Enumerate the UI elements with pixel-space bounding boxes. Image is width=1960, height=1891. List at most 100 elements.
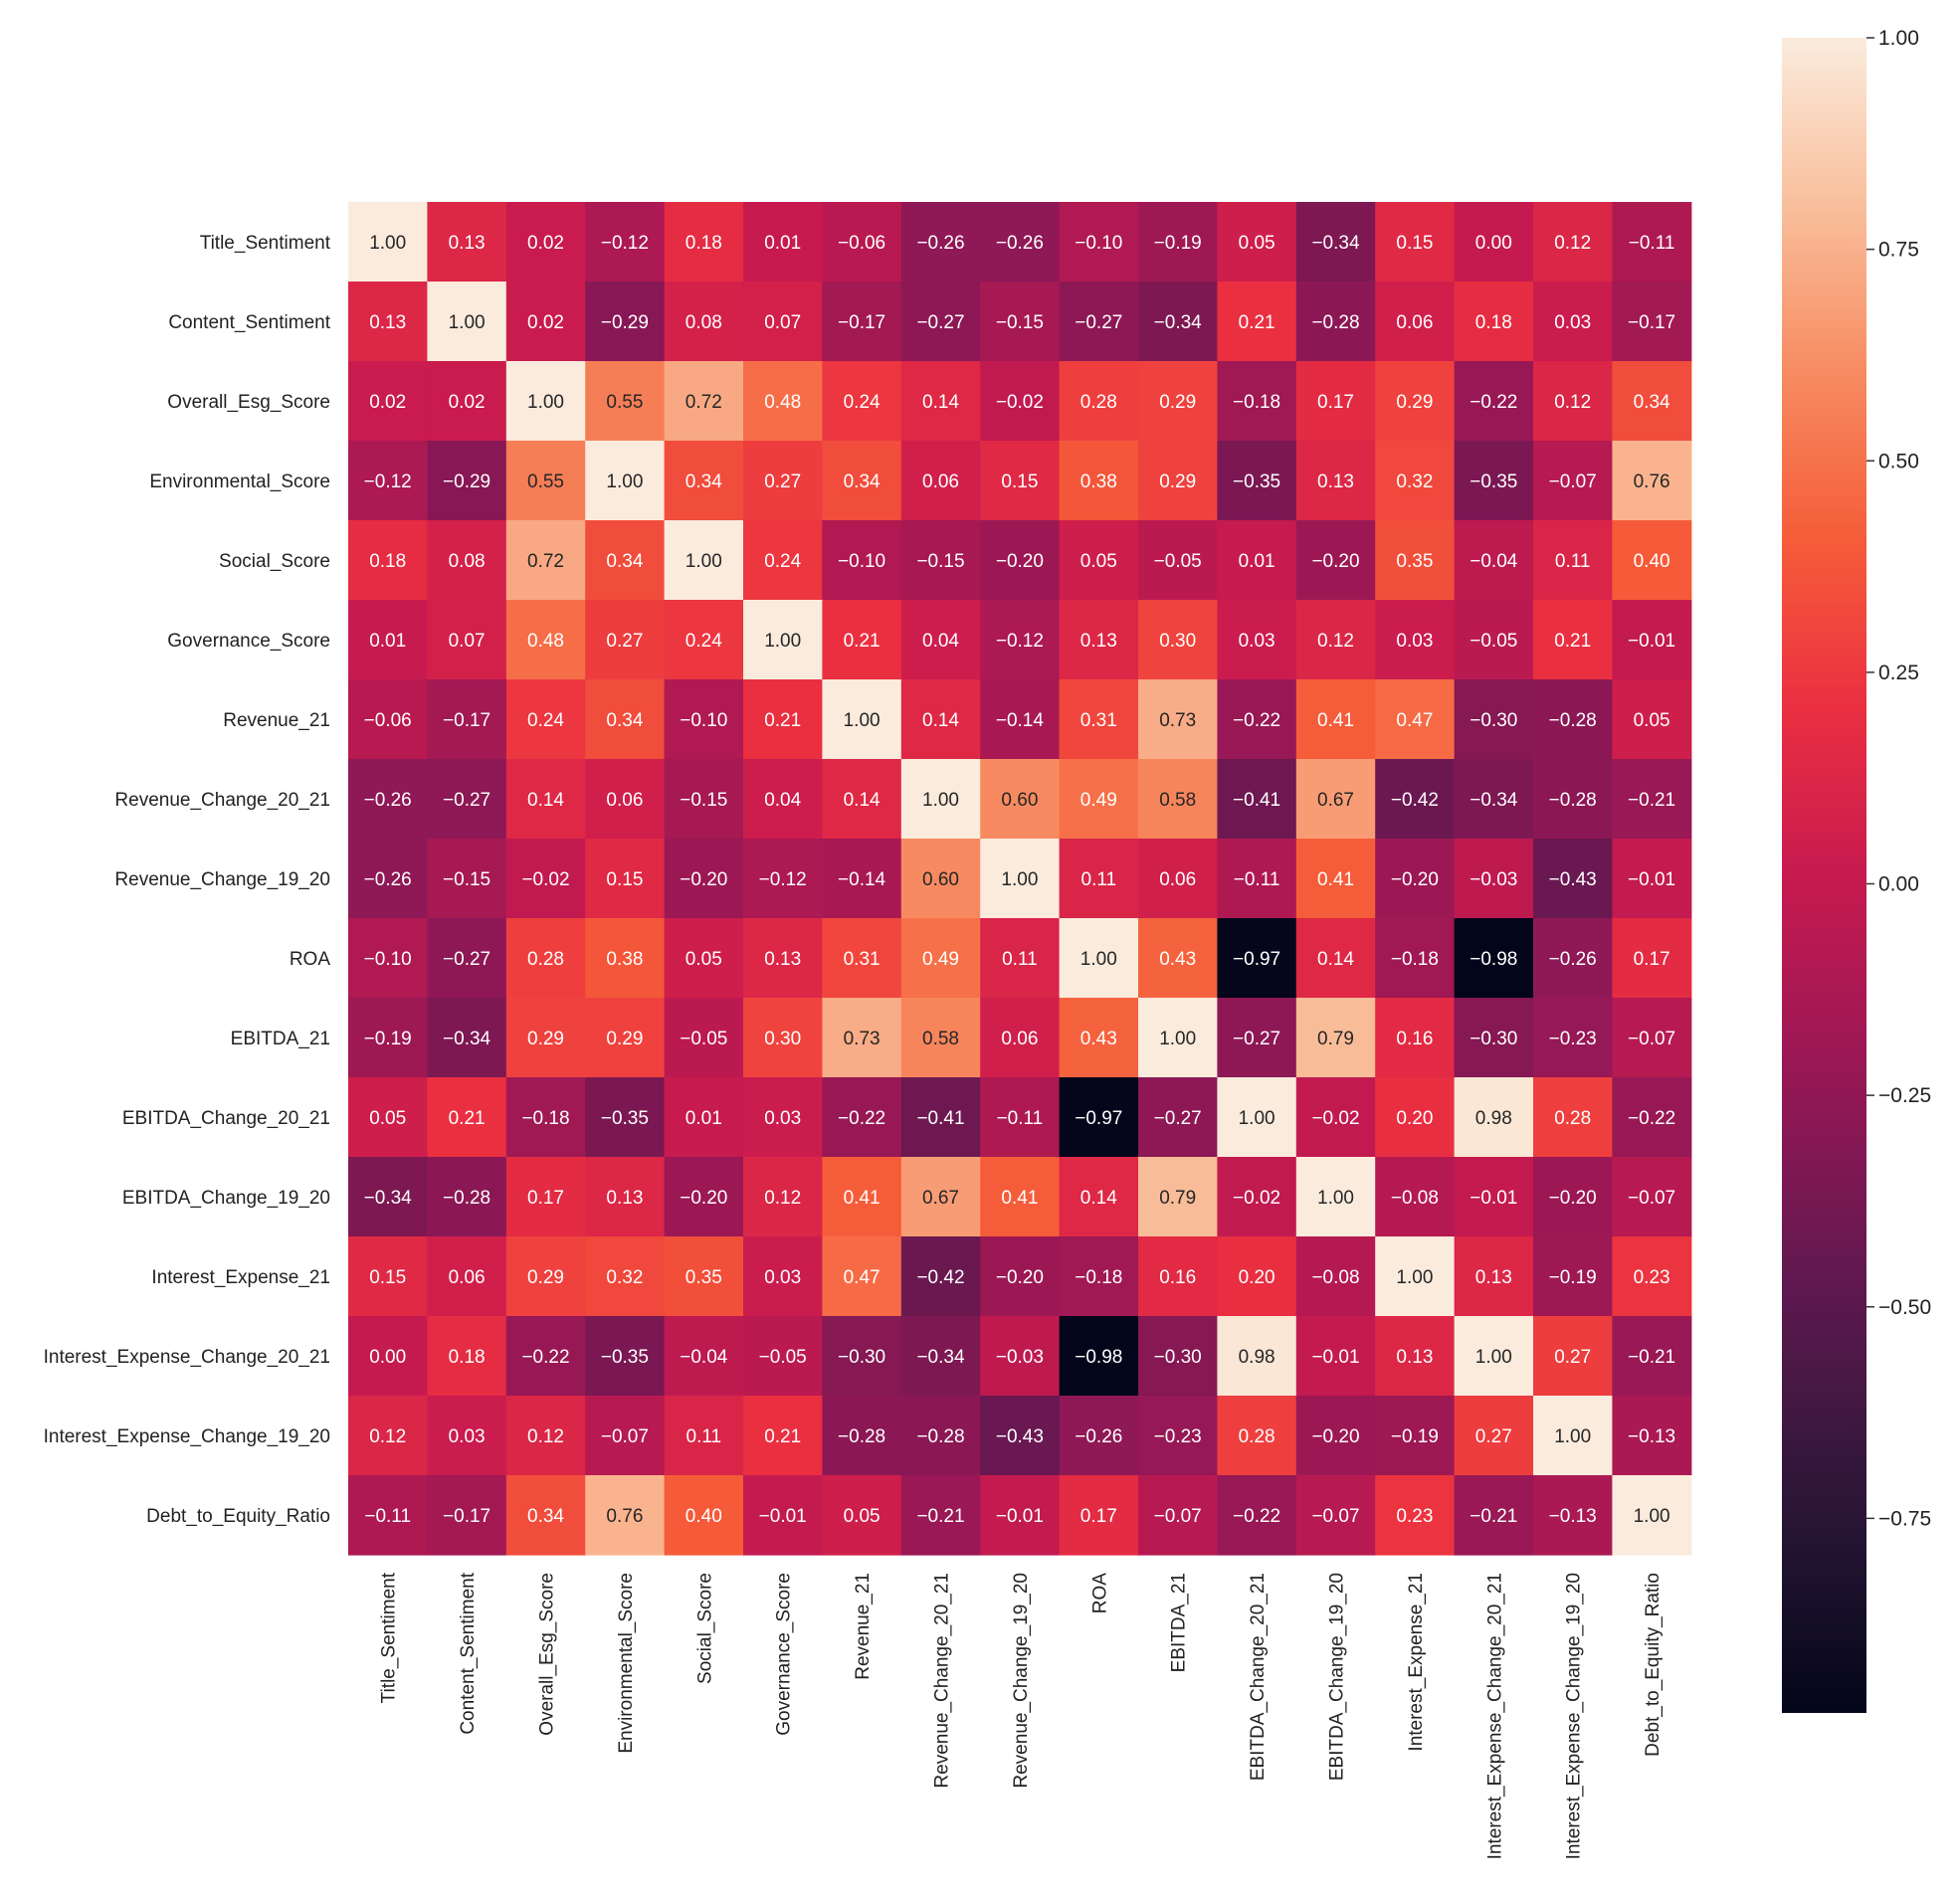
cell-value-label: −0.97: [1233, 949, 1280, 970]
cell-value-label: −0.21: [1628, 1347, 1675, 1368]
cell-value-label: −0.01: [759, 1506, 807, 1527]
cell-value-label: −0.01: [1470, 1188, 1517, 1209]
heatmap-cell: [1454, 1475, 1534, 1556]
cell-value-label: 0.29: [1159, 392, 1196, 413]
heatmap-column-labels: Title_Sentiment Content_Sentiment Overall_…: [379, 1572, 1664, 1859]
cell-value-label: 1.00: [764, 631, 801, 652]
heatmap-cell: [1533, 918, 1613, 999]
cell-value-label: 0.12: [1317, 631, 1354, 652]
heatmap-cell: [427, 759, 507, 840]
heatmap-cell: [822, 1236, 902, 1317]
heatmap-cell: [664, 1475, 744, 1556]
cell-value-label: 0.14: [922, 392, 959, 413]
cell-value-label: −0.27: [916, 312, 964, 333]
cell-value-label: 0.27: [1475, 1426, 1512, 1447]
heatmap-cell: [900, 361, 981, 442]
cell-value-label: −0.19: [1549, 1267, 1597, 1288]
heatmap-cell: [1295, 1475, 1376, 1556]
cell-value-label: 0.28: [527, 949, 564, 970]
cell-value-label: −0.28: [916, 1426, 964, 1447]
heatmap-cell: [1295, 918, 1376, 999]
row-label: EBITDA_Change_20_21: [122, 1108, 330, 1129]
row-label: Content_Sentiment: [168, 312, 330, 333]
heatmap-cell: [348, 1316, 428, 1397]
cell-value-label: 0.14: [922, 710, 959, 731]
cell-value-label: −0.97: [1075, 1108, 1122, 1129]
cell-value-label: 0.28: [1080, 392, 1117, 413]
heatmap-cell: [743, 202, 823, 283]
colorbar-tick-label: −0.50: [1878, 1296, 1931, 1319]
heatmap-cell: [1295, 282, 1376, 362]
column-label: Revenue_Change_19_20: [1011, 1573, 1032, 1789]
heatmap-cell: [1217, 1077, 1297, 1158]
heatmap-cell: [427, 998, 507, 1078]
heatmap-cell: [505, 1396, 586, 1476]
cell-value-label: −0.03: [1470, 869, 1517, 890]
cell-value-label: 0.13: [449, 233, 486, 254]
heatmap-cell: [1059, 1475, 1139, 1556]
cell-value-label: −0.19: [364, 1029, 412, 1049]
cell-value-label: −0.12: [996, 631, 1044, 652]
row-label: Revenue_21: [223, 710, 330, 731]
cell-value-label: 0.07: [449, 631, 486, 652]
heatmap-cell: [1217, 1475, 1297, 1556]
cell-value-label: 0.27: [1554, 1347, 1591, 1368]
heatmap-cell: [1059, 679, 1139, 760]
heatmap-cell: [427, 918, 507, 999]
cell-value-label: 0.06: [1396, 312, 1433, 333]
cell-value-label: −0.15: [443, 869, 490, 890]
heatmap-cell: [585, 600, 666, 680]
cell-value-label: −0.07: [1154, 1506, 1202, 1527]
cell-value-label: 0.11: [1081, 869, 1117, 890]
cell-value-label: 0.79: [1317, 1029, 1354, 1049]
cell-value-label: −0.03: [996, 1347, 1044, 1368]
heatmap-cell: [1059, 361, 1139, 442]
heatmap-cell: [664, 202, 744, 283]
cell-value-label: −0.08: [1391, 1188, 1439, 1209]
cell-value-label: −0.34: [443, 1029, 491, 1049]
heatmap-cell: [1217, 1157, 1297, 1237]
cell-value-label: −0.20: [996, 1267, 1044, 1288]
cell-value-label: −0.10: [680, 710, 727, 731]
heatmap-cell: [1454, 1396, 1534, 1476]
heatmap-cell: [1454, 520, 1534, 601]
heatmap-cell: [1059, 918, 1139, 999]
colorbar: 1.00 0.75 0.50 0.25 0.00 −0.25 −0.50 −0.75: [1782, 27, 1931, 1713]
heatmap-cell: [1454, 918, 1534, 999]
cell-value-label: −0.30: [1470, 1029, 1517, 1049]
cell-value-label: −0.34: [364, 1188, 413, 1209]
heatmap-cell: [1533, 1475, 1613, 1556]
cell-value-label: −0.11: [1629, 233, 1675, 254]
heatmap-cell: [822, 1316, 902, 1397]
heatmap-cell: [664, 1077, 744, 1158]
heatmap-cell: [505, 1316, 586, 1397]
cell-value-label: −0.21: [916, 1506, 964, 1527]
heatmap-cell: [743, 441, 823, 521]
heatmap-cell: [1454, 1316, 1534, 1397]
heatmap-cell: [1454, 679, 1534, 760]
cell-value-label: 0.23: [1634, 1267, 1670, 1288]
cell-value-label: −0.26: [916, 233, 964, 254]
cell-value-label: 0.38: [1080, 472, 1117, 492]
column-label: Environmental_Score: [616, 1573, 637, 1754]
colorbar-gradient: [1782, 38, 1866, 1713]
cell-value-label: 0.06: [922, 472, 959, 492]
cell-value-label: −0.02: [521, 869, 569, 890]
cell-value-label: 0.31: [844, 949, 881, 970]
cell-value-label: −0.05: [1470, 631, 1517, 652]
heatmap-cell: [822, 679, 902, 760]
cell-value-label: −0.05: [680, 1029, 727, 1049]
cell-value-label: 0.07: [764, 312, 801, 333]
cell-value-label: −0.42: [1391, 790, 1439, 811]
colorbar-tick-label: 0.25: [1878, 662, 1919, 684]
cell-value-label: −0.17: [443, 1506, 490, 1527]
heatmap-cell: [1295, 679, 1376, 760]
cell-value-label: 0.24: [844, 392, 881, 413]
heatmap-cell: [664, 600, 744, 680]
column-label: Interest_Expense_Change_20_21: [1484, 1573, 1505, 1859]
cell-value-label: −0.41: [1233, 790, 1280, 811]
cell-value-label: −0.17: [1628, 312, 1675, 333]
heatmap-cell: [743, 282, 823, 362]
